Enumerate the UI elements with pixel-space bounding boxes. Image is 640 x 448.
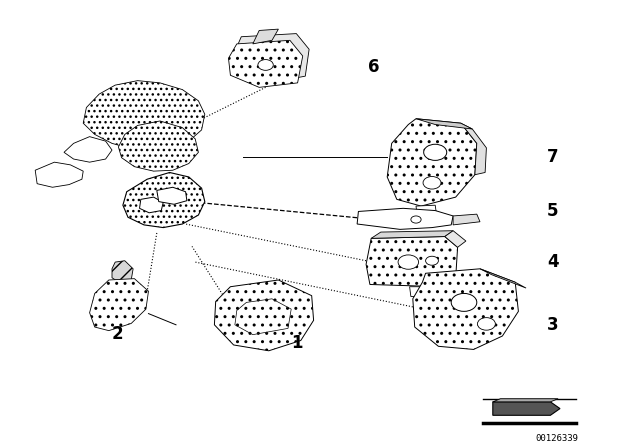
Circle shape (258, 60, 273, 70)
Text: 1: 1 (291, 334, 303, 352)
Polygon shape (445, 231, 466, 247)
Text: 3: 3 (547, 316, 559, 334)
Polygon shape (118, 121, 198, 171)
Polygon shape (235, 299, 291, 335)
Polygon shape (90, 279, 148, 331)
Polygon shape (493, 399, 558, 402)
Polygon shape (214, 280, 314, 351)
Polygon shape (416, 119, 472, 129)
Polygon shape (371, 231, 453, 238)
Polygon shape (253, 29, 278, 44)
Polygon shape (140, 197, 163, 213)
Text: 5: 5 (547, 202, 559, 220)
Polygon shape (157, 187, 187, 204)
Polygon shape (235, 34, 309, 83)
Circle shape (424, 144, 447, 160)
Circle shape (411, 216, 421, 223)
Text: 00126339: 00126339 (535, 434, 579, 443)
Polygon shape (366, 237, 458, 287)
Text: 7: 7 (547, 148, 559, 166)
Text: 6: 6 (368, 58, 380, 76)
Text: 4: 4 (547, 253, 559, 271)
Polygon shape (123, 172, 205, 228)
Polygon shape (112, 261, 133, 283)
Polygon shape (493, 402, 560, 415)
Polygon shape (416, 205, 436, 216)
Circle shape (426, 256, 438, 265)
Polygon shape (453, 214, 480, 225)
Polygon shape (413, 269, 518, 349)
Polygon shape (35, 162, 83, 187)
Polygon shape (387, 119, 477, 206)
Circle shape (477, 318, 495, 330)
Text: 2: 2 (112, 325, 124, 343)
Circle shape (451, 293, 477, 311)
Circle shape (423, 177, 441, 189)
Circle shape (398, 255, 419, 269)
Polygon shape (83, 81, 205, 150)
Polygon shape (228, 40, 303, 87)
Polygon shape (480, 269, 526, 288)
Polygon shape (357, 208, 453, 229)
Polygon shape (461, 123, 486, 175)
Polygon shape (64, 137, 112, 162)
Polygon shape (410, 287, 428, 297)
